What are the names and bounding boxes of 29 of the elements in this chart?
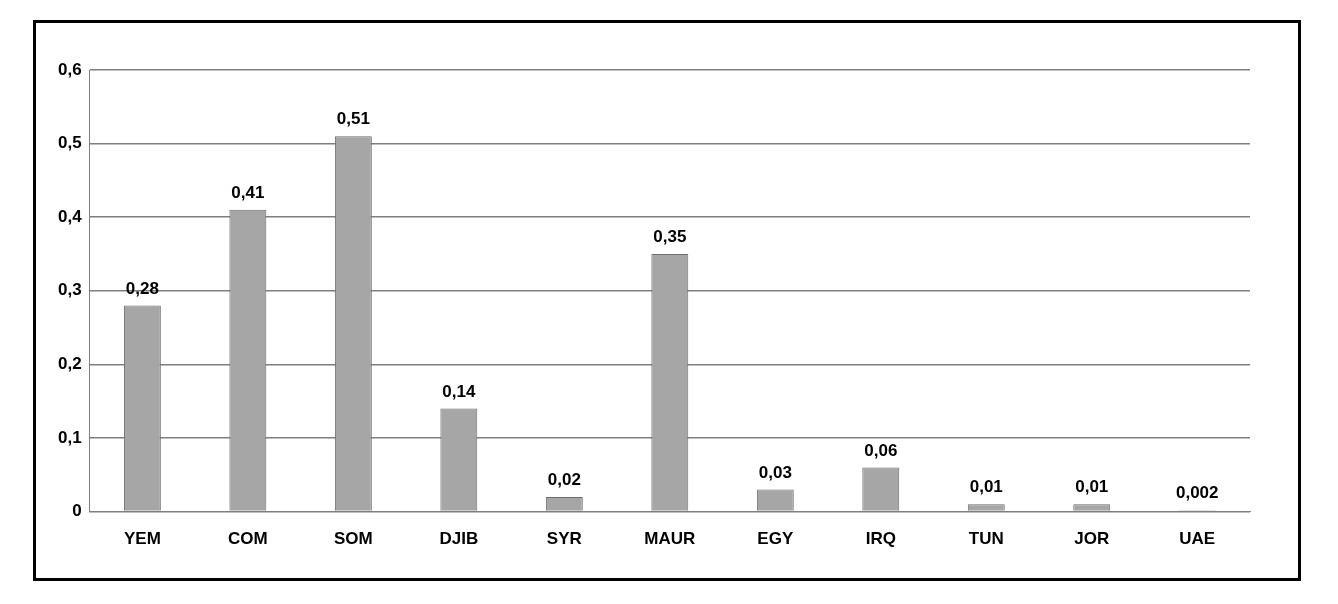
- y-tick-label: 0: [72, 501, 82, 521]
- y-tick-label: 0,1: [57, 427, 82, 447]
- x-tick-label: UAE: [1179, 529, 1216, 549]
- data-label: 0,01: [1075, 477, 1109, 497]
- x-tick-label: SOM: [333, 529, 373, 549]
- data-label: 0,41: [231, 183, 265, 203]
- x-tick-label: DJIB: [439, 529, 479, 549]
- data-label: 0,01: [969, 477, 1003, 497]
- data-label: 0,51: [336, 109, 370, 129]
- data-label: 0,35: [653, 227, 687, 247]
- x-tick-label: JOR: [1074, 529, 1110, 549]
- x-tick-label: COM: [228, 529, 268, 549]
- y-tick-label: 0,3: [57, 280, 82, 300]
- data-label: 0,28: [125, 278, 159, 298]
- data-label: 0,06: [864, 440, 898, 460]
- y-tick-label: 0,4: [57, 206, 83, 226]
- x-tick-label: YEM: [123, 529, 161, 549]
- y-tick-label: 0,6: [57, 59, 82, 79]
- data-label: 0,14: [442, 381, 476, 401]
- x-tick-label: EGY: [757, 529, 794, 549]
- x-tick-label: MAUR: [644, 529, 696, 549]
- x-tick-label: SYR: [546, 529, 582, 549]
- data-label: 0,02: [547, 470, 581, 490]
- data-label: 0,03: [758, 462, 792, 482]
- x-tick-label: IRQ: [865, 529, 896, 549]
- data-label: 0,002: [1175, 483, 1219, 503]
- y-tick-label: 0,5: [57, 133, 82, 153]
- x-tick-label: TUN: [968, 529, 1004, 549]
- y-tick-label: 0,2: [57, 354, 82, 374]
